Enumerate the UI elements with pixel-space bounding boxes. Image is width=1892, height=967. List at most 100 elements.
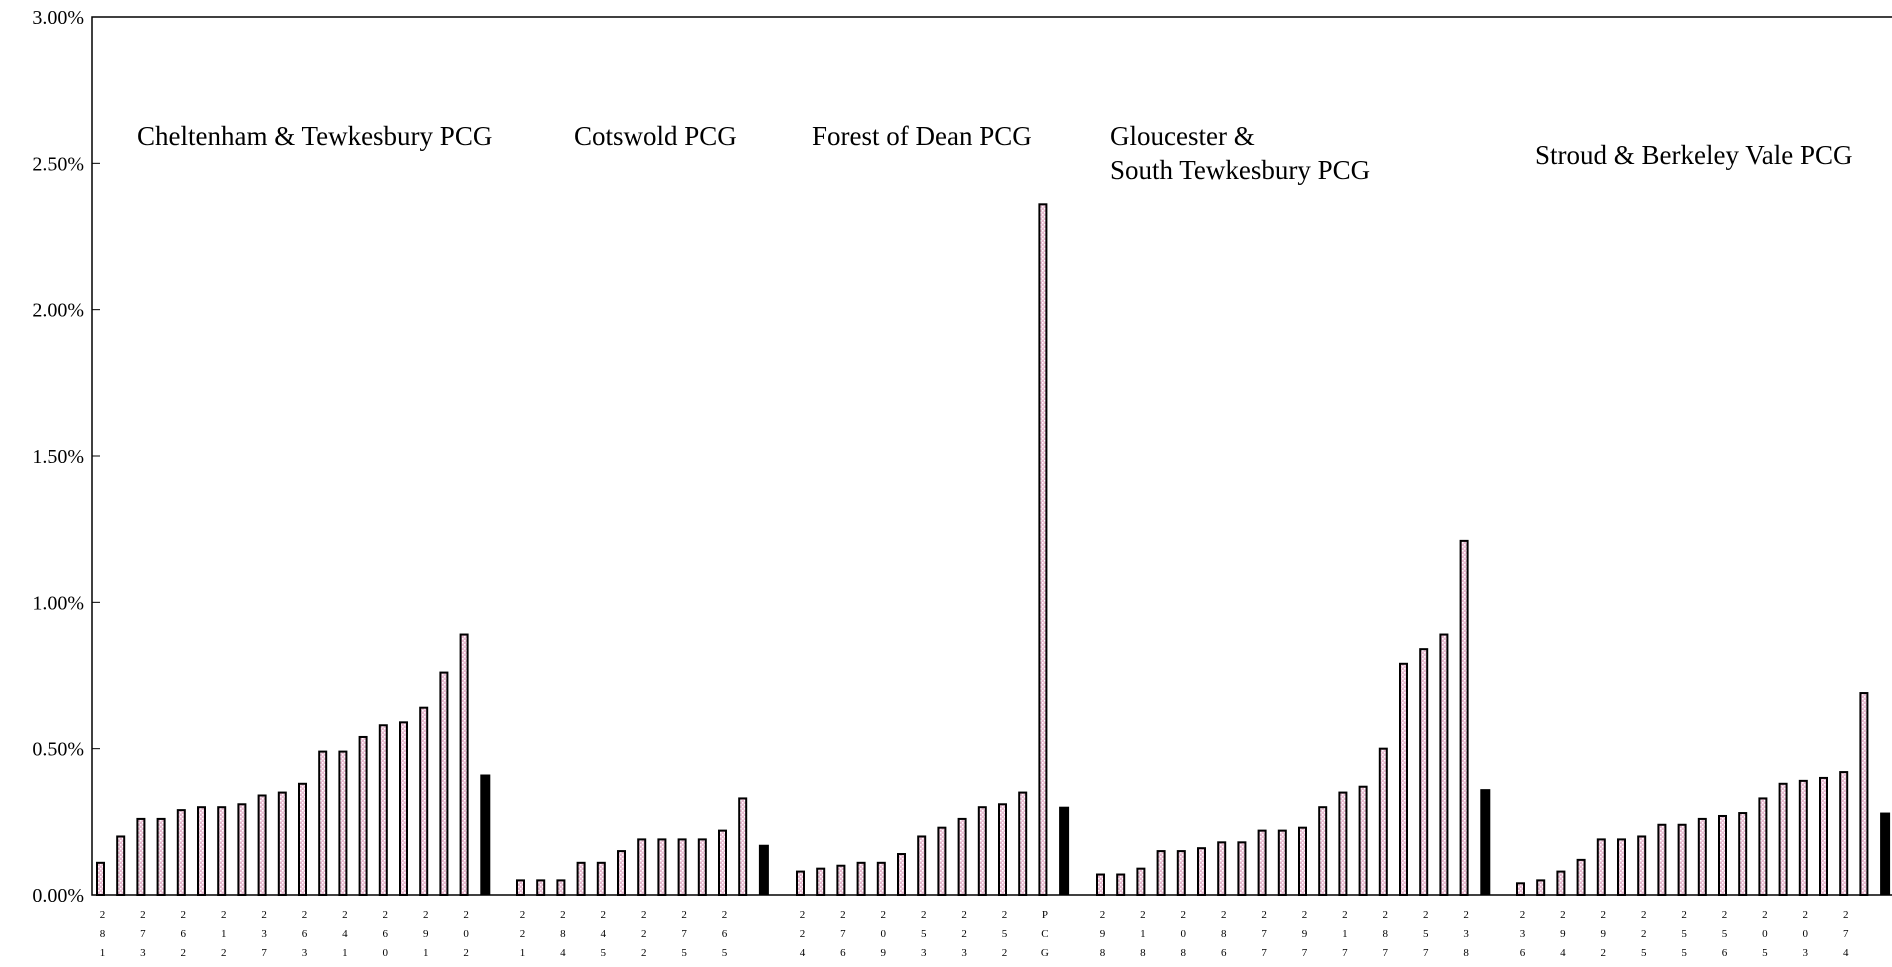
bars — [96, 203, 1891, 897]
bar — [1459, 539, 1469, 897]
bar — [1738, 812, 1748, 897]
bar — [917, 835, 927, 897]
bar — [1318, 806, 1328, 897]
bar — [1718, 814, 1727, 896]
bar — [1038, 203, 1048, 897]
y-tick-label: 0.00% — [32, 885, 84, 907]
y-tick-label: 0.50% — [32, 739, 84, 761]
bar — [957, 817, 967, 897]
summary-bar — [1880, 812, 1891, 896]
bar — [1096, 873, 1105, 896]
bar — [338, 750, 348, 896]
bar — [1556, 870, 1566, 897]
bar — [796, 870, 805, 897]
bar — [419, 706, 429, 897]
bar — [136, 817, 146, 897]
bar — [1819, 776, 1828, 897]
bar — [176, 809, 186, 896]
bar — [1358, 785, 1368, 896]
bar — [677, 838, 687, 896]
y-tick-label: 1.50% — [32, 446, 84, 468]
bar — [439, 671, 449, 896]
bar — [1637, 835, 1647, 897]
bar — [1176, 850, 1186, 896]
bar — [1576, 858, 1586, 897]
bar — [637, 838, 647, 896]
bar — [298, 782, 307, 897]
bar — [536, 879, 546, 896]
group-label: Stroud & Berkeley Vale PCG — [1535, 140, 1852, 170]
bar — [977, 806, 987, 897]
bar — [1677, 823, 1687, 897]
bar — [738, 797, 748, 896]
bar — [998, 803, 1007, 896]
bar — [237, 803, 247, 896]
bar — [1617, 838, 1626, 896]
bar — [197, 806, 206, 897]
bar — [459, 633, 469, 896]
bar — [816, 867, 826, 896]
bar — [1439, 633, 1449, 896]
bar — [516, 879, 525, 896]
group-label: Forest of Dean PCG — [812, 121, 1032, 151]
bar — [1018, 791, 1028, 896]
bar — [556, 879, 566, 896]
bar — [1516, 882, 1525, 897]
bar — [1758, 797, 1768, 896]
bar — [156, 817, 166, 897]
bar — [1596, 838, 1606, 896]
bar — [1197, 847, 1206, 897]
summary-bar — [1480, 789, 1491, 896]
bar — [1116, 873, 1126, 896]
group-label: Cheltenham & Tewkesbury PCG — [137, 121, 492, 151]
bar — [937, 826, 947, 896]
group-label: Cotswold PCG — [574, 121, 737, 151]
y-tick-label: 2.50% — [32, 153, 84, 175]
bar — [277, 791, 287, 896]
y-tick-label: 2.00% — [32, 300, 84, 322]
bar — [378, 724, 388, 897]
bar — [1156, 850, 1166, 896]
bar — [876, 861, 886, 896]
group-label: Gloucester & South Tewkesbury PCG — [1110, 121, 1370, 185]
bar — [217, 806, 227, 897]
bar — [576, 861, 586, 896]
bar — [399, 721, 408, 896]
bar — [897, 853, 906, 897]
bar — [617, 850, 626, 896]
bar — [1217, 841, 1227, 897]
bar — [1839, 771, 1849, 897]
bar — [596, 861, 606, 896]
bar — [1237, 841, 1247, 897]
bar — [257, 794, 267, 897]
bar — [318, 750, 328, 896]
bar — [1859, 692, 1869, 896]
